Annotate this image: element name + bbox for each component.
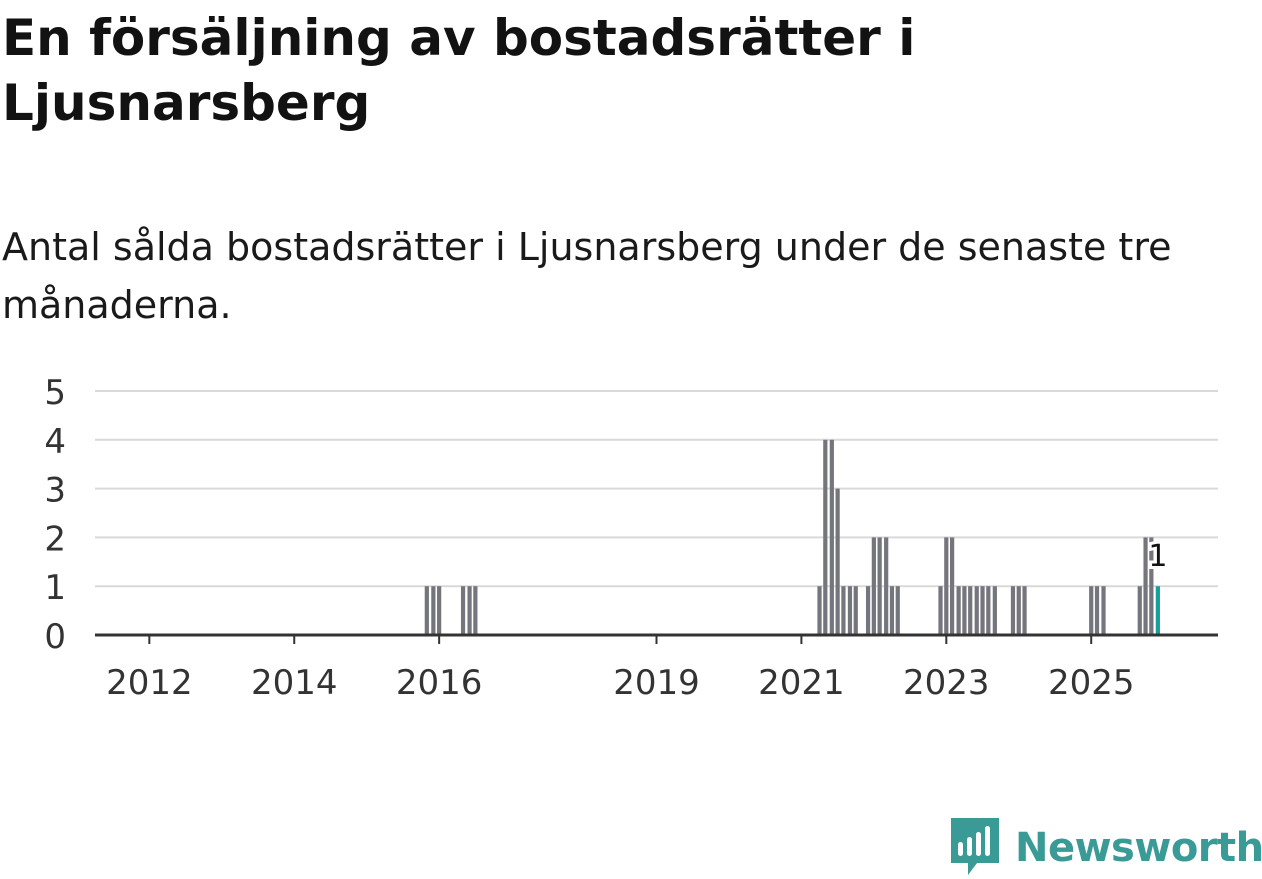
bar: [1137, 586, 1142, 635]
y-axis-ticks: 0 1 2 3 4 5: [44, 373, 66, 657]
bar: [1022, 586, 1027, 635]
bar: [974, 586, 979, 635]
data-labels: 1: [1145, 536, 1170, 577]
y-tick-label: 1: [44, 568, 66, 608]
gridlines: [95, 390, 1218, 588]
y-tick-label: 3: [44, 471, 66, 511]
bar: [889, 586, 895, 635]
bar: [938, 586, 943, 635]
x-tick-label: 2016: [396, 663, 483, 703]
y-tick-label: 4: [44, 422, 66, 462]
bar: [1101, 586, 1106, 635]
bar: [871, 537, 876, 635]
bar: [431, 586, 436, 635]
bar: [980, 586, 985, 635]
y-tick-label: 2: [44, 519, 66, 559]
x-tick-label: 2014: [251, 663, 338, 703]
y-tick-label: 0: [44, 617, 66, 657]
bar: [986, 586, 991, 635]
bar: [835, 488, 840, 635]
y-tick-label: 5: [44, 373, 66, 413]
chart-subtitle: Antal sålda bostadsrätter i Ljusnarsberg…: [2, 225, 1172, 327]
bar: [895, 586, 900, 635]
newsworthy-logo: Newsworthy: [951, 818, 1262, 878]
x-tick-label: 2012: [106, 663, 193, 703]
brand-name: Newsworthy: [1015, 825, 1262, 871]
bar: [1143, 537, 1148, 635]
x-tick-label: 2023: [903, 663, 990, 703]
highlight-value-label: 1: [1148, 539, 1167, 574]
bar: [950, 537, 955, 635]
x-axis-ticks: 2012 2014 2016 2019 2021 2023 2025: [106, 635, 1134, 703]
bar: [424, 586, 429, 635]
bar: [847, 586, 853, 635]
x-tick-label: 2021: [758, 663, 845, 703]
bar: [841, 586, 846, 635]
bars: [424, 439, 1160, 635]
bar: [992, 586, 997, 635]
bar: [473, 586, 478, 635]
newsworthy-logo-icon: [951, 818, 999, 875]
bar: [1016, 586, 1021, 635]
bar: [962, 586, 967, 635]
bar: [853, 586, 858, 635]
x-tick-label: 2019: [613, 663, 700, 703]
bar: [1149, 537, 1154, 635]
bar: [437, 586, 442, 635]
bar: [460, 586, 466, 635]
bar: [944, 537, 949, 635]
bar: [877, 537, 882, 635]
bar: [1094, 586, 1100, 635]
bar-chart: 0 1 2 3 4 5 2012 2014 2016 2019 2021 2023 2025 1: [44, 373, 1218, 703]
bar: [884, 537, 889, 635]
x-tick-label: 2025: [1048, 663, 1135, 703]
bar: [829, 439, 834, 635]
bar: [1010, 586, 1016, 635]
bar: [817, 586, 822, 635]
chart-title: En försäljning av bostadsrätter i Ljusna…: [2, 9, 916, 132]
highlight-bar: [1155, 586, 1160, 635]
bar: [956, 586, 961, 635]
bar: [1089, 586, 1094, 635]
bar: [823, 439, 828, 635]
bar: [968, 586, 973, 635]
bar: [865, 586, 871, 635]
bar: [467, 586, 472, 635]
